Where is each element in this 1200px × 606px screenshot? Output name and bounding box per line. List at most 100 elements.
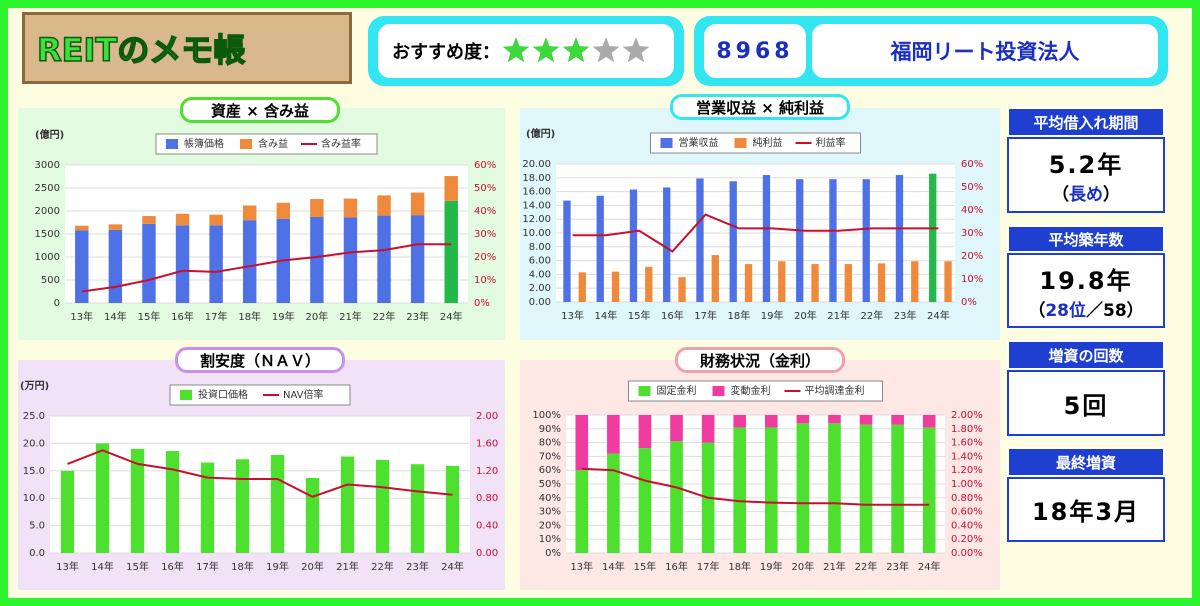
side-value: 5回	[1063, 391, 1109, 420]
bar	[377, 215, 391, 303]
note-part: （	[1028, 300, 1046, 321]
y-tick-label: 16.00	[522, 187, 551, 198]
y2-tick-label: 60%	[961, 159, 983, 170]
side-box: 18年3月	[1007, 477, 1165, 542]
bar	[445, 465, 460, 553]
bar	[130, 448, 145, 553]
y2-tick-label: 50%	[961, 182, 983, 193]
bar	[375, 459, 390, 553]
legend-box	[155, 133, 378, 155]
bar	[891, 415, 904, 425]
legend-label: 変動金利	[731, 384, 771, 397]
bar	[175, 213, 190, 226]
note-part: 長め	[1069, 185, 1103, 205]
bar	[175, 225, 190, 303]
y-tick-label: 2.00	[529, 283, 551, 294]
x-tick-label: 21年	[339, 310, 362, 323]
y-tick-label: 2000	[35, 206, 60, 217]
x-tick-label: 14年	[595, 309, 618, 322]
name-box: 8968 福岡リート投資法人	[694, 16, 1168, 86]
y2-tick-label: 2.00	[476, 411, 498, 422]
y2-tick-label: 30%	[474, 229, 496, 240]
bar	[142, 223, 156, 303]
bar	[242, 220, 257, 303]
bar	[859, 424, 873, 553]
bar	[276, 202, 291, 219]
bar	[778, 261, 786, 302]
y-tick-label: 20.00	[522, 159, 551, 170]
x-tick-label: 24年	[441, 560, 464, 573]
side-label: 平均借入れ期間	[1007, 107, 1165, 137]
bar	[663, 187, 671, 302]
star	[502, 37, 530, 63]
y2-tick-label: 50%	[474, 183, 496, 194]
bar	[922, 427, 936, 553]
x-tick-label: 18年	[231, 560, 254, 573]
x-tick-label: 20年	[794, 309, 817, 322]
bar	[60, 470, 75, 553]
stars	[502, 37, 650, 63]
bar	[629, 189, 638, 302]
note-part: ／58）	[1086, 300, 1144, 321]
bar	[764, 427, 778, 553]
bar	[340, 456, 355, 553]
star	[562, 37, 590, 63]
bar	[377, 195, 391, 216]
y2-tick-label: 1.60%	[951, 438, 983, 449]
x-tick-label: 22年	[861, 309, 884, 322]
line	[572, 213, 939, 253]
plot-area	[50, 416, 470, 553]
y-tick-label: 40%	[539, 493, 561, 504]
bar	[733, 427, 747, 553]
y-tick-label: 30%	[539, 507, 561, 518]
star	[622, 37, 650, 63]
y-tick-label: 1500	[35, 229, 60, 240]
y-tick-label: 0.00	[529, 297, 551, 308]
x-tick-label: 13年	[561, 309, 584, 322]
chart-title: 割安度（ＮＡＶ）	[175, 347, 345, 373]
legend-label: 投資口価格	[198, 388, 248, 401]
bar	[310, 216, 324, 303]
y-tick-label: 50%	[539, 479, 561, 490]
bar	[764, 415, 778, 428]
y-tick-label: 14.00	[522, 200, 551, 211]
y2-tick-label: 40%	[474, 206, 496, 217]
legend-label: 利益率	[816, 136, 846, 149]
y2-tick-label: 10%	[961, 274, 983, 285]
bar	[242, 205, 257, 221]
x-tick-label: 19年	[272, 310, 295, 323]
chart-title: 営業収益 × 純利益	[670, 94, 850, 120]
y2-tick-label: 0.60%	[951, 507, 983, 518]
bar	[607, 415, 620, 454]
note-part: 28位	[1045, 300, 1086, 321]
bar	[877, 263, 886, 302]
bar	[578, 272, 586, 302]
x-tick-label: 20年	[306, 310, 329, 323]
bar	[638, 448, 652, 553]
y-tick-label: 5.0	[29, 521, 45, 532]
legend-label: 含み益	[258, 137, 288, 150]
y2-tick-label: 0.80%	[951, 493, 983, 504]
bar	[701, 415, 715, 443]
x-tick-label: 24年	[927, 309, 950, 322]
y2-tick-label: 0%	[474, 298, 490, 309]
y2-tick-label: 0.40%	[951, 520, 983, 531]
chart-title: 財務状況（金利）	[675, 347, 845, 373]
x-tick-label: 24年	[440, 310, 463, 323]
bar	[828, 423, 841, 553]
y2-tick-label: 0.40	[476, 521, 498, 532]
bar	[270, 454, 285, 553]
y-tick-label: 60%	[539, 465, 561, 476]
x-tick-label: 19年	[760, 560, 783, 573]
bar	[142, 216, 156, 224]
axis-unit: (億円)	[35, 128, 64, 141]
bar	[796, 423, 810, 553]
bar	[575, 470, 589, 553]
x-tick-label: 14年	[91, 560, 114, 573]
bar	[209, 214, 223, 226]
legend-box	[650, 132, 861, 154]
side-note: （28位／58）	[1028, 296, 1143, 321]
bar	[678, 277, 686, 302]
side-label: 平均築年数	[1007, 225, 1165, 253]
